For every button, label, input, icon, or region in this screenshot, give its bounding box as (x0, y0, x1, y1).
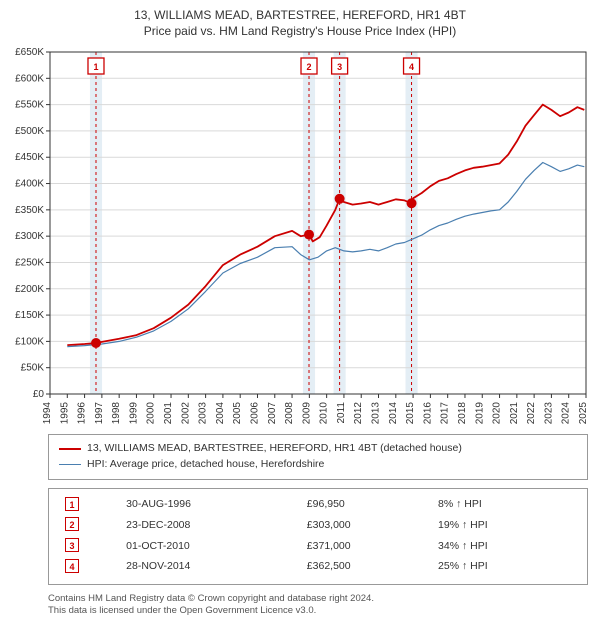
svg-text:1995: 1995 (59, 402, 70, 425)
svg-text:2008: 2008 (284, 402, 295, 425)
event-price: £96,950 (301, 495, 432, 516)
svg-text:2001: 2001 (163, 402, 174, 425)
svg-text:2004: 2004 (215, 402, 226, 425)
svg-text:£150K: £150K (15, 310, 44, 321)
svg-text:2023: 2023 (543, 402, 554, 425)
svg-text:2: 2 (307, 62, 312, 72)
event-date: 28-NOV-2014 (120, 557, 301, 578)
event-date: 23-DEC-2008 (120, 515, 301, 536)
svg-text:2018: 2018 (457, 402, 468, 425)
svg-text:1996: 1996 (77, 402, 88, 425)
event-price: £371,000 (301, 536, 432, 557)
svg-text:2009: 2009 (301, 402, 312, 425)
footer-line-2: This data is licensed under the Open Gov… (48, 605, 588, 618)
legend-swatch (59, 448, 81, 450)
svg-text:2011: 2011 (336, 402, 347, 424)
svg-text:2025: 2025 (578, 402, 589, 425)
svg-text:2024: 2024 (561, 402, 572, 425)
svg-text:£500K: £500K (15, 126, 44, 137)
svg-text:2006: 2006 (249, 402, 260, 425)
svg-text:2017: 2017 (440, 402, 451, 425)
chart-svg: £0 £50K £100K £150K £200K £250K £300K £350K £400… (8, 46, 592, 426)
svg-text:2003: 2003 (198, 402, 209, 425)
legend-row: HPI: Average price, detached house, Here… (59, 457, 577, 473)
svg-text:2012: 2012 (353, 402, 364, 425)
svg-text:£100K: £100K (15, 336, 44, 347)
legend: 13, WILLIAMS MEAD, BARTESTREE, HEREFORD,… (48, 434, 588, 480)
event-price: £362,500 (301, 557, 432, 578)
event-marker: 4 (65, 559, 79, 573)
svg-text:£200K: £200K (15, 284, 44, 295)
svg-text:£550K: £550K (15, 100, 44, 111)
legend-row: 13, WILLIAMS MEAD, BARTESTREE, HEREFORD,… (59, 441, 577, 457)
svg-text:2021: 2021 (509, 402, 520, 425)
svg-text:£350K: £350K (15, 205, 44, 216)
page-title: 13, WILLIAMS MEAD, BARTESTREE, HEREFORD,… (8, 8, 592, 22)
svg-text:1998: 1998 (111, 402, 122, 425)
svg-text:1997: 1997 (94, 402, 105, 425)
legend-label: HPI: Average price, detached house, Here… (87, 457, 324, 473)
svg-text:2013: 2013 (371, 402, 382, 425)
event-marker: 1 (65, 497, 79, 511)
event-delta: 19% ↑ HPI (432, 515, 577, 536)
legend-swatch (59, 464, 81, 465)
legend-label: 13, WILLIAMS MEAD, BARTESTREE, HEREFORD,… (87, 441, 462, 457)
events-table-body: 1 30-AUG-1996£96,9508% ↑ HPI 2 23-DEC-2008£… (59, 495, 577, 578)
svg-text:2019: 2019 (474, 402, 485, 425)
svg-text:1: 1 (93, 62, 98, 72)
svg-text:2016: 2016 (422, 402, 433, 425)
svg-text:£50K: £50K (21, 363, 45, 374)
event-delta: 34% ↑ HPI (432, 536, 577, 557)
svg-text:£300K: £300K (15, 231, 44, 242)
event-row: 1 30-AUG-1996£96,9508% ↑ HPI (59, 495, 577, 516)
svg-text:2007: 2007 (267, 402, 278, 425)
svg-text:1999: 1999 (128, 402, 139, 425)
svg-text:2015: 2015 (405, 402, 416, 425)
footer: Contains HM Land Registry data © Crown c… (48, 593, 588, 619)
svg-text:2005: 2005 (232, 402, 243, 425)
svg-text:1994: 1994 (42, 402, 53, 425)
svg-text:2010: 2010 (319, 402, 330, 425)
event-date: 30-AUG-1996 (120, 495, 301, 516)
event-row: 3 01-OCT-2010£371,00034% ↑ HPI (59, 536, 577, 557)
svg-text:£400K: £400K (15, 179, 44, 190)
svg-text:3: 3 (337, 62, 342, 72)
price-chart: £0 £50K £100K £150K £200K £250K £300K £350K £400… (8, 46, 592, 426)
event-delta: 25% ↑ HPI (432, 557, 577, 578)
svg-text:2000: 2000 (146, 402, 157, 425)
event-marker: 3 (65, 538, 79, 552)
footer-line-1: Contains HM Land Registry data © Crown c… (48, 593, 588, 606)
svg-text:2002: 2002 (180, 402, 191, 425)
events-table: 1 30-AUG-1996£96,9508% ↑ HPI 2 23-DEC-2008£… (48, 488, 588, 585)
event-date: 01-OCT-2010 (120, 536, 301, 557)
event-row: 4 28-NOV-2014£362,50025% ↑ HPI (59, 557, 577, 578)
svg-text:£650K: £650K (15, 47, 44, 58)
svg-text:£600K: £600K (15, 73, 44, 84)
svg-text:£450K: £450K (15, 152, 44, 163)
event-marker: 2 (65, 517, 79, 531)
event-row: 2 23-DEC-2008£303,00019% ↑ HPI (59, 515, 577, 536)
event-price: £303,000 (301, 515, 432, 536)
page-subtitle: Price paid vs. HM Land Registry's House … (8, 24, 592, 38)
event-delta: 8% ↑ HPI (432, 495, 577, 516)
svg-text:£0: £0 (33, 389, 45, 400)
svg-text:4: 4 (409, 62, 414, 72)
svg-text:2022: 2022 (526, 402, 537, 425)
svg-text:2020: 2020 (492, 402, 503, 425)
svg-text:£250K: £250K (15, 257, 44, 268)
svg-text:2014: 2014 (388, 402, 399, 425)
